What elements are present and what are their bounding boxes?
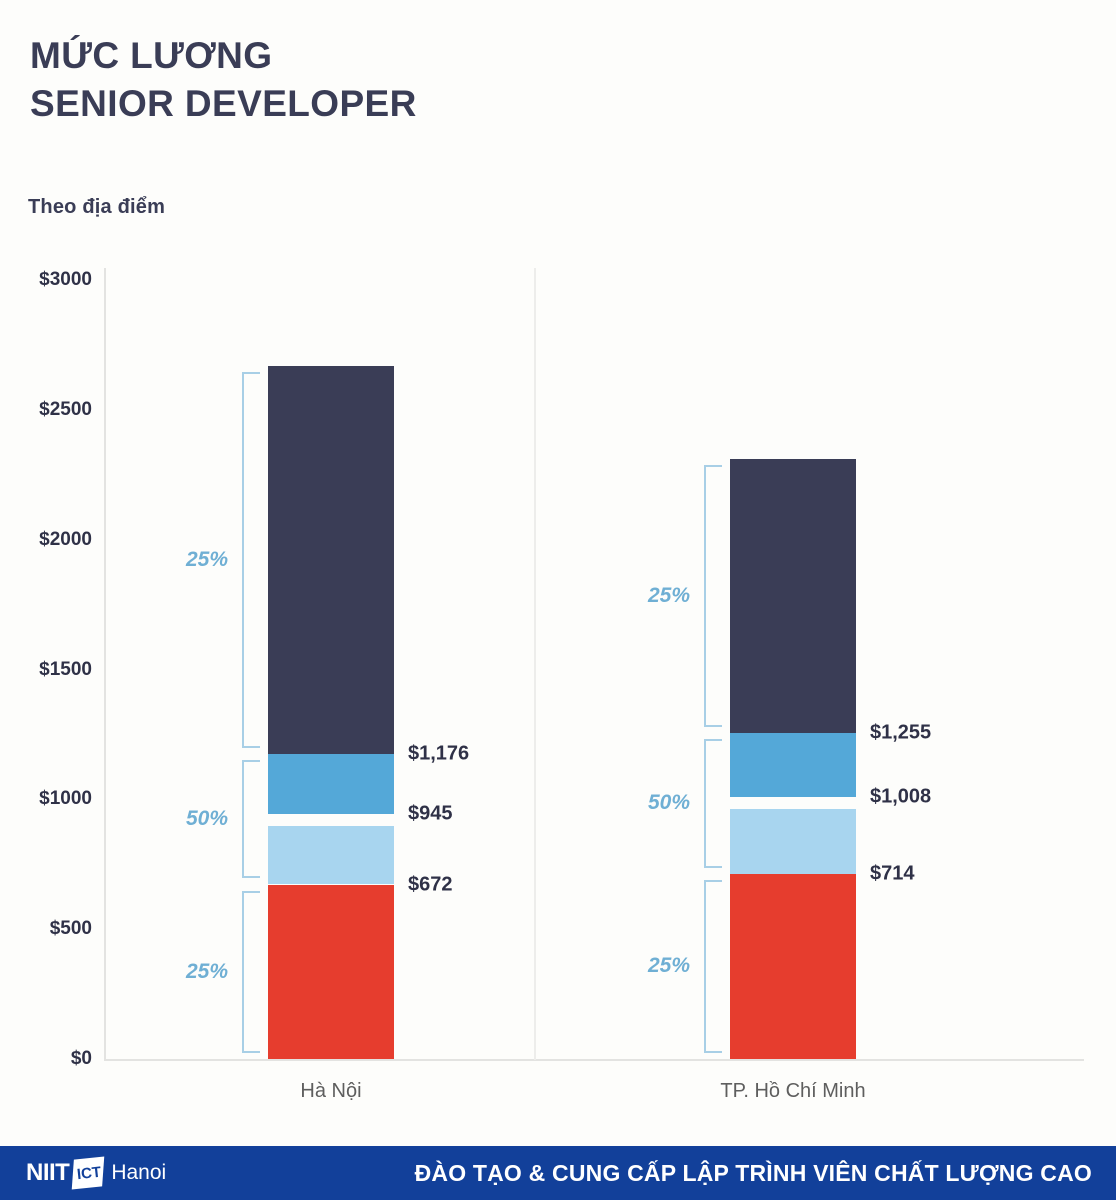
bar-hcmc[interactable]	[730, 459, 856, 1059]
percent-label: 25%	[185, 959, 228, 983]
x-axis-category-label: TP. Hồ Chí Minh	[720, 1080, 866, 1102]
percent-bracket	[704, 879, 722, 1053]
bar-segment[interactable]	[268, 825, 394, 885]
bar-segment[interactable]	[268, 884, 394, 1059]
panel-separator	[534, 268, 536, 1060]
footer-bar: NIIT ICT Hanoi ĐÀO TẠO & CUNG CẤP LẬP TR…	[0, 1146, 1116, 1200]
y-axis-tick-label: $3000	[39, 269, 92, 290]
footer-tagline: ĐÀO TẠO & CUNG CẤP LẬP TRÌNH VIÊN CHẤT L…	[414, 1159, 1092, 1186]
percent-bracket	[242, 759, 260, 879]
y-axis-tick-label: $1500	[39, 658, 92, 680]
bar-value-label: $714	[870, 862, 915, 885]
x-axis-category-label: Hà Nội	[300, 1080, 362, 1102]
percent-label: 25%	[647, 584, 690, 608]
page-title-line-2: SENIOR DEVELOPER	[30, 83, 417, 124]
percent-label: 50%	[185, 807, 228, 831]
percent-bracket	[704, 739, 722, 868]
logo-ict-mark-icon: ICT	[72, 1156, 106, 1190]
y-axis-ticks: $3000 $2500 $2000 $1500 $1000 $500 $0	[0, 0, 92, 1140]
x-axis-baseline	[104, 1059, 1084, 1061]
bar-segment[interactable]	[268, 365, 394, 754]
niit-hanoi-logo: NIIT ICT Hanoi	[26, 1156, 167, 1190]
percent-bracket	[704, 465, 722, 728]
percent-label: 25%	[185, 547, 228, 571]
page-title-line-1: MỨC LƯƠNG	[30, 35, 273, 76]
y-axis-tick-label: $0	[70, 1048, 92, 1069]
percent-label: 25%	[647, 954, 690, 978]
bar-hanoi[interactable]	[268, 365, 394, 1059]
logo-niit-text: NIIT	[26, 1159, 70, 1186]
percent-label: 50%	[647, 791, 690, 815]
logo-ict-text: ICT	[76, 1163, 103, 1183]
percent-bracket	[242, 371, 260, 748]
chart-subtitle: Theo địa điểm	[28, 196, 166, 218]
salary-bar-chart: $3000 $2500 $2000 $1500 $1000 $500 $0 $1,176 $9…	[0, 0, 1084, 1140]
bar-value-label: $1,255	[870, 721, 932, 744]
y-axis-tick-label: $500	[49, 918, 92, 940]
bar-value-label: $945	[408, 802, 453, 825]
bar-segment[interactable]	[730, 459, 856, 734]
bar-segment[interactable]	[730, 809, 856, 874]
y-axis-tick-label: $1000	[39, 788, 92, 810]
bar-segment[interactable]	[730, 733, 856, 798]
y-axis-tick-label: $2000	[39, 528, 92, 550]
percent-bracket	[242, 890, 260, 1053]
bar-segment[interactable]	[268, 753, 394, 814]
y-axis-line	[104, 268, 106, 1060]
logo-hanoi-text: Hanoi	[111, 1161, 167, 1184]
y-axis-tick-label: $2500	[39, 398, 92, 420]
bar-value-label: $1,176	[408, 742, 470, 765]
bar-value-label: $672	[408, 873, 453, 895]
page-header: MỨC LƯƠNG SENIOR DEVELOPER	[30, 32, 930, 128]
bar-segment[interactable]	[730, 873, 856, 1059]
bar-value-label: $1,008	[870, 785, 932, 808]
